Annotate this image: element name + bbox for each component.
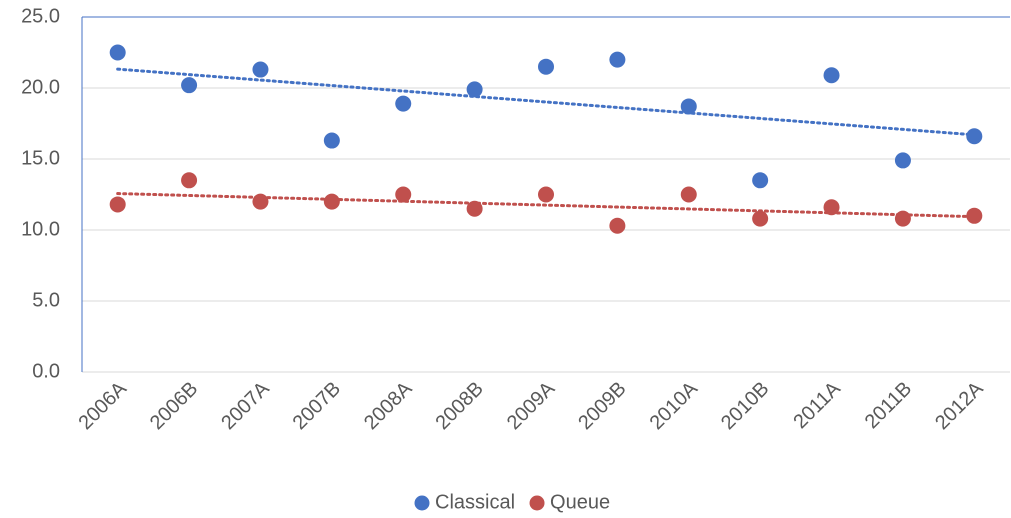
point [181,172,198,189]
point [109,196,126,213]
x-tick-label: 2009B [574,378,630,434]
x-tick-label: 2006A [75,377,132,434]
y-tick-label: 0.0 [32,360,60,382]
point [680,186,697,203]
legend-marker [529,495,545,511]
point [323,132,340,149]
point [823,199,840,216]
x-tick-label: 2006B [146,378,202,434]
point [395,186,412,203]
x-tick-label: 2008A [360,377,417,434]
point [894,152,911,169]
legend-marker [414,495,430,511]
point [466,200,483,217]
point [966,207,983,224]
y-tick-label: 5.0 [32,289,60,311]
trendline [116,67,976,137]
y-tick-label: 20.0 [21,76,60,98]
x-tick-label: 2011A [789,377,845,433]
point [252,61,269,78]
x-tick-label: 2010B [717,378,773,434]
point [395,95,412,112]
y-tick-label: 25.0 [21,5,60,27]
point [609,217,626,234]
point [252,193,269,210]
point [466,81,483,98]
y-tick-label: 10.0 [21,218,60,240]
point [109,44,126,61]
x-tick-label: 2012A [931,377,988,434]
legend-label: Classical [435,491,515,513]
x-tick-label: 2007B [289,378,345,434]
x-tick-label: 2011B [861,378,916,433]
point [752,172,769,189]
point [966,128,983,145]
point [894,210,911,227]
point [752,210,769,227]
point [538,186,554,203]
point [538,58,554,75]
x-tick-label: 2010A [646,377,703,434]
x-tick-label: 2007A [217,377,274,434]
point [680,98,697,115]
x-tick-label: 2008B [431,378,487,434]
point [323,193,340,210]
legend-label: Queue [550,491,610,513]
point [181,77,198,94]
y-tick-label: 15.0 [21,147,60,169]
point [609,51,626,68]
x-tick-label: 2009A [503,377,560,434]
point [823,67,840,84]
